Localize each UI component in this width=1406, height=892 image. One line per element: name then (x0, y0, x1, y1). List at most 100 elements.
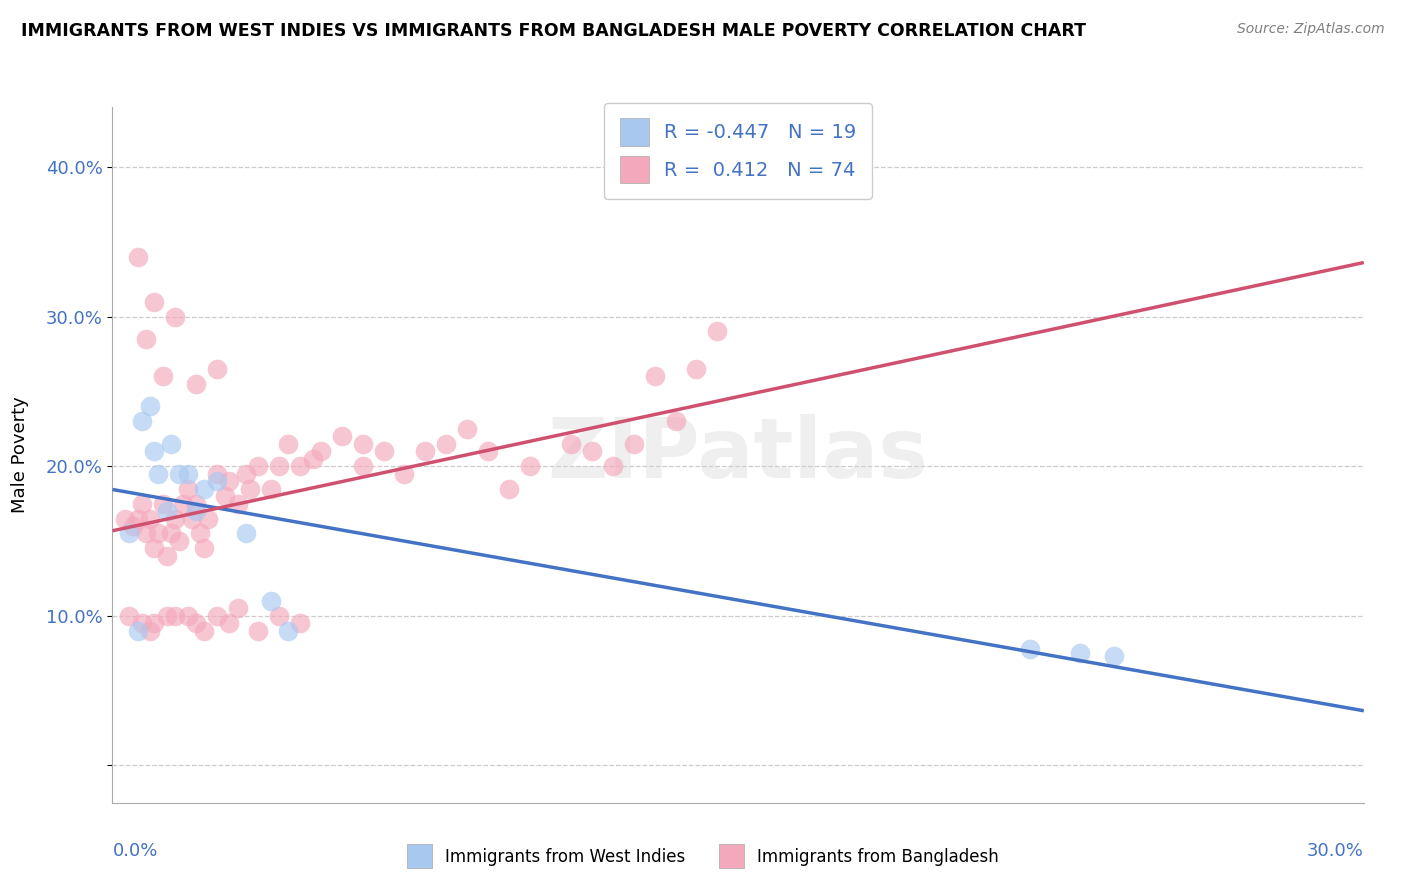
Point (122, 519, 145, 533)
Point (260, 594, 283, 608)
Point (277, 624, 299, 638)
Point (156, 504, 179, 518)
Point (152, 369, 174, 384)
Point (139, 511, 162, 525)
Point (394, 467, 416, 481)
Point (456, 422, 478, 436)
Point (184, 376, 207, 391)
Point (226, 497, 249, 511)
Point (118, 526, 141, 541)
Point (184, 497, 207, 511)
Point (143, 541, 166, 556)
Point (226, 601, 249, 615)
Point (180, 511, 202, 525)
Point (301, 451, 323, 466)
Point (148, 467, 170, 481)
Point (434, 436, 457, 450)
Text: Source: ZipAtlas.com: Source: ZipAtlas.com (1237, 22, 1385, 37)
Point (205, 362, 228, 376)
Point (581, 444, 603, 458)
Point (602, 459, 624, 474)
Point (135, 526, 157, 541)
Point (1102, 649, 1125, 664)
Point (167, 467, 190, 481)
Point (235, 467, 257, 481)
Point (239, 482, 262, 496)
Point (277, 436, 299, 450)
Point (644, 369, 666, 384)
Point (160, 526, 183, 541)
Point (290, 616, 312, 631)
Point (413, 444, 436, 458)
Point (131, 497, 153, 511)
Point (477, 444, 499, 458)
Point (205, 474, 228, 488)
Point (498, 482, 520, 496)
Legend: R = -0.447   N = 19, R =  0.412   N = 74: R = -0.447 N = 19, R = 0.412 N = 74 (605, 103, 872, 199)
Point (235, 526, 257, 541)
Point (118, 608, 141, 623)
Point (176, 608, 198, 623)
Point (197, 511, 219, 525)
Text: ZIPatlas: ZIPatlas (548, 415, 928, 495)
Legend: Immigrants from West Indies, Immigrants from Bangladesh: Immigrants from West Indies, Immigrants … (401, 838, 1005, 875)
Point (127, 624, 149, 638)
Point (163, 310, 186, 324)
Point (176, 467, 198, 481)
Point (269, 608, 291, 623)
Point (260, 482, 283, 496)
Point (152, 497, 174, 511)
Point (156, 608, 179, 623)
Point (143, 444, 166, 458)
Point (184, 504, 207, 518)
Point (352, 436, 374, 450)
Point (148, 526, 170, 541)
Point (706, 325, 728, 339)
Point (193, 541, 215, 556)
Point (193, 482, 215, 496)
Point (309, 444, 332, 458)
Point (131, 414, 153, 428)
Point (214, 489, 236, 503)
Text: IMMIGRANTS FROM WEST INDIES VS IMMIGRANTS FROM BANGLADESH MALE POVERTY CORRELATI: IMMIGRANTS FROM WEST INDIES VS IMMIGRANT… (21, 22, 1085, 40)
Text: 30.0%: 30.0% (1308, 842, 1364, 860)
Point (127, 511, 149, 525)
Point (373, 444, 395, 458)
Point (184, 616, 207, 631)
Point (665, 414, 688, 428)
Point (143, 616, 166, 631)
Point (685, 362, 707, 376)
Point (139, 399, 162, 413)
Point (156, 549, 179, 563)
Point (218, 474, 240, 488)
Point (131, 616, 153, 631)
Point (139, 624, 162, 638)
Point (193, 624, 215, 638)
Text: 0.0%: 0.0% (112, 842, 157, 860)
Point (114, 511, 136, 525)
Point (205, 608, 228, 623)
Point (160, 436, 183, 450)
Point (330, 429, 353, 443)
Point (290, 459, 312, 474)
Point (247, 459, 270, 474)
Point (218, 616, 240, 631)
Point (269, 459, 291, 474)
Point (135, 332, 157, 346)
Point (127, 250, 149, 264)
Point (167, 533, 190, 548)
Point (188, 526, 211, 541)
Point (163, 511, 186, 525)
Point (1019, 641, 1042, 656)
Point (1069, 646, 1091, 660)
Point (143, 294, 166, 309)
Point (247, 624, 270, 638)
Point (163, 608, 186, 623)
Y-axis label: Male Poverty: Male Poverty (11, 397, 30, 513)
Point (205, 467, 228, 481)
Point (519, 459, 541, 474)
Point (352, 459, 374, 474)
Point (623, 436, 645, 450)
Point (560, 436, 582, 450)
Point (172, 497, 194, 511)
